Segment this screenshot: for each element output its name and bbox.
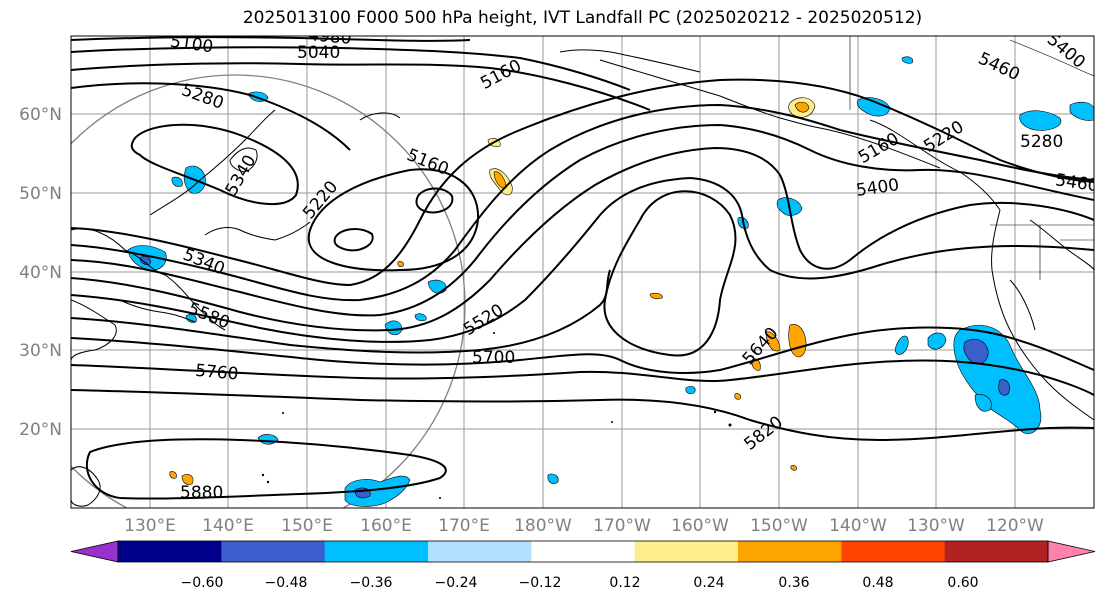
- lon-label: 130°E: [124, 516, 176, 536]
- lon-label: 170°W: [593, 516, 651, 536]
- lon-label: 140°E: [202, 516, 254, 536]
- lon-label: 160°E: [360, 516, 412, 536]
- ivt-negative-shading: [127, 56, 1094, 507]
- colorbar-extend-high: [1047, 540, 1096, 563]
- colorbar-segment: [634, 541, 739, 562]
- colorbar-tick: −0.60: [181, 575, 224, 591]
- colorbar-tick: 0.24: [693, 575, 724, 591]
- colorbar-segment: [531, 541, 636, 562]
- colorbar-tick: 0.12: [609, 575, 640, 591]
- colorbar-segments: [70, 540, 1096, 563]
- colorbar-segment: [944, 541, 1049, 562]
- contour-label: 5880: [180, 483, 223, 503]
- lat-label: 20°N: [19, 420, 62, 440]
- colorbar-outline: [117, 540, 1049, 563]
- lon-labels: 130°E 140°E 150°E 160°E 170°E 180°W 170°…: [124, 516, 1044, 536]
- colorbar-segment: [221, 541, 326, 562]
- borders: [849, 36, 1094, 280]
- height-contours: [71, 36, 1094, 500]
- lat-label: 40°N: [19, 263, 62, 283]
- colorbar-tick: 0.48: [862, 575, 893, 591]
- lat-label: 60°N: [19, 105, 62, 125]
- colorbar-tick: −0.24: [435, 575, 478, 591]
- lon-label: 150°E: [281, 516, 333, 536]
- coastlines: [71, 49, 1094, 507]
- lat-label: 30°N: [19, 341, 62, 361]
- colorbar-segment: [324, 541, 429, 562]
- contour-label: 5100: [169, 32, 215, 58]
- map-area: 4980 5100 5040 5160 5280 5340 5220 5160 …: [71, 25, 1094, 508]
- lon-label: 150°W: [750, 516, 808, 536]
- region-circle: [71, 74, 466, 508]
- contour-label: 5760: [194, 361, 239, 385]
- colorbar-segment: [841, 541, 946, 562]
- lon-label: 180°W: [514, 516, 572, 536]
- map-title: 2025013100 F000 500 hPa height, IVT Land…: [242, 8, 923, 28]
- lon-label: 130°W: [907, 516, 965, 536]
- colorbar-extend-low: [70, 540, 119, 563]
- colorbar-tick: 0.60: [947, 575, 978, 591]
- colorbar-segment: [738, 541, 842, 562]
- lon-label: 170°E: [438, 516, 490, 536]
- lon-label: 160°W: [671, 516, 729, 536]
- colorbar-ticks: −0.60 −0.48 −0.36 −0.24 −0.12 0.12 0.24 …: [181, 575, 979, 591]
- colorbar-tick: −0.36: [350, 575, 393, 591]
- colorbar-segment: [118, 541, 222, 562]
- colorbar-tick: 0.36: [778, 575, 809, 591]
- contour-label: 5700: [472, 348, 515, 368]
- lat-label: 50°N: [19, 184, 62, 204]
- colorbar-segment: [428, 541, 532, 562]
- colorbar: −0.60 −0.48 −0.36 −0.24 −0.12 0.12 0.24 …: [70, 540, 1096, 591]
- contour-label: 5040: [297, 43, 340, 63]
- lon-label: 120°W: [986, 516, 1044, 536]
- contour-label: 5280: [1020, 132, 1063, 152]
- colorbar-tick: −0.48: [265, 575, 308, 591]
- map-border: [70, 35, 1095, 509]
- colorbar-tick: −0.12: [519, 575, 562, 591]
- contour-label: 4980: [307, 25, 352, 49]
- lat-labels: 60°N 50°N 40°N 30°N 20°N: [19, 105, 62, 440]
- lon-label: 140°W: [829, 516, 887, 536]
- islands: [261, 332, 732, 499]
